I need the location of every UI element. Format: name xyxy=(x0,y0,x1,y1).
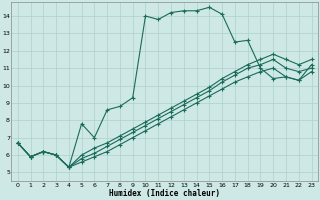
X-axis label: Humidex (Indice chaleur): Humidex (Indice chaleur) xyxy=(109,189,220,198)
